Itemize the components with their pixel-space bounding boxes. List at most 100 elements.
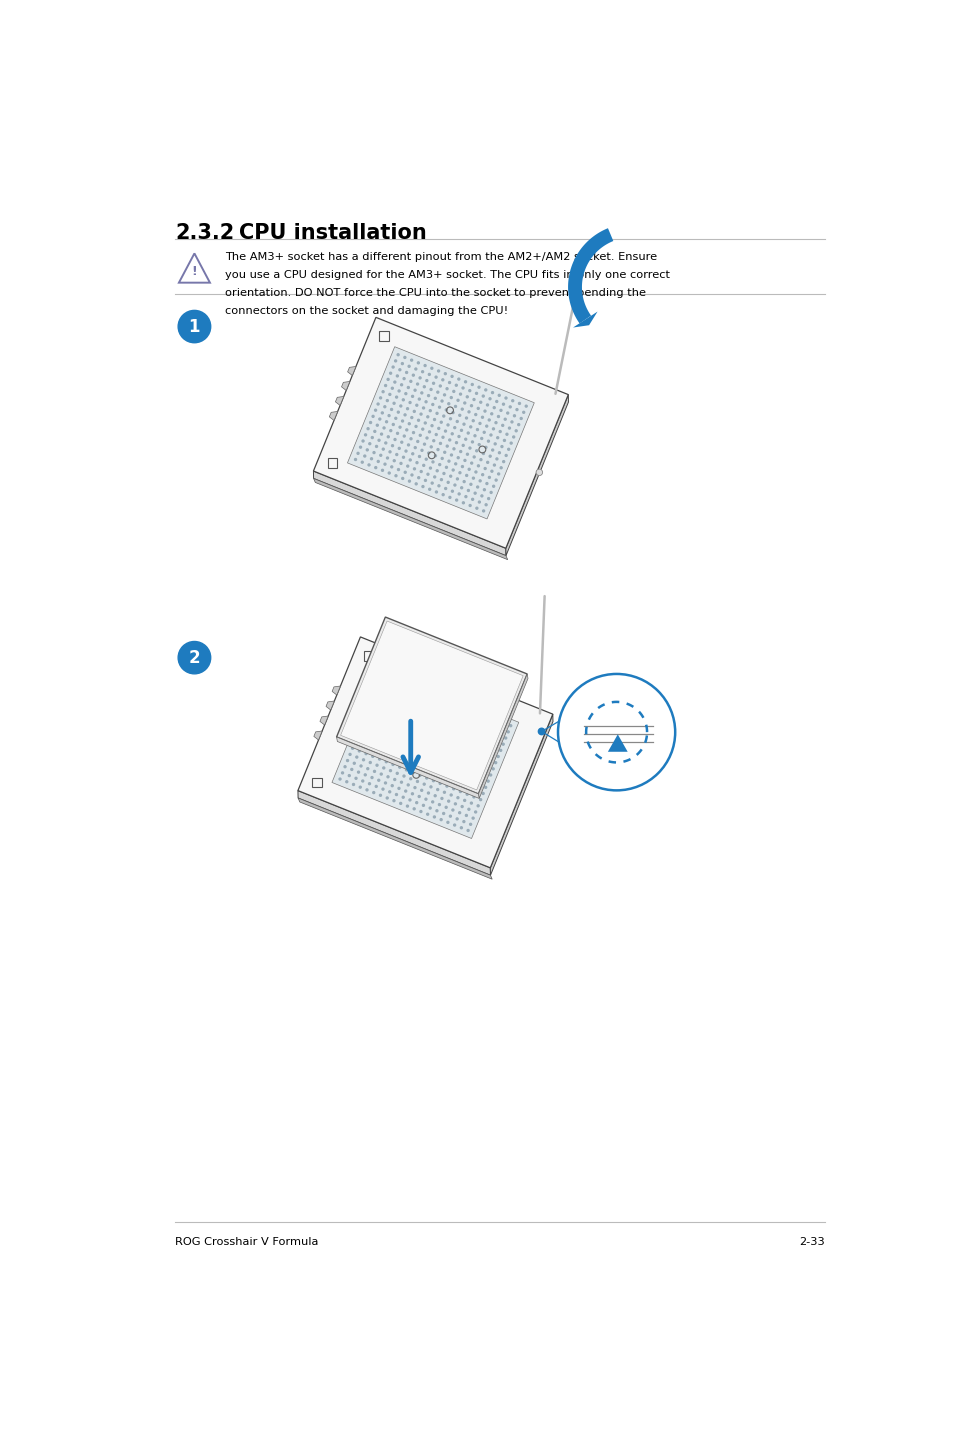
Circle shape bbox=[402, 456, 404, 459]
Circle shape bbox=[435, 434, 436, 436]
Circle shape bbox=[416, 462, 417, 463]
Circle shape bbox=[423, 705, 425, 706]
Circle shape bbox=[485, 426, 487, 427]
Circle shape bbox=[462, 706, 464, 707]
Circle shape bbox=[487, 498, 489, 499]
Circle shape bbox=[386, 797, 388, 800]
Circle shape bbox=[385, 703, 387, 705]
Circle shape bbox=[463, 480, 465, 483]
Circle shape bbox=[469, 505, 471, 506]
Circle shape bbox=[496, 457, 497, 460]
Circle shape bbox=[460, 827, 462, 828]
Circle shape bbox=[434, 397, 436, 400]
Circle shape bbox=[458, 812, 460, 814]
Circle shape bbox=[478, 480, 480, 482]
Circle shape bbox=[481, 416, 483, 418]
Circle shape bbox=[393, 684, 395, 687]
Circle shape bbox=[453, 788, 455, 789]
Circle shape bbox=[489, 716, 491, 719]
Circle shape bbox=[485, 503, 487, 506]
Circle shape bbox=[399, 463, 401, 464]
Circle shape bbox=[429, 749, 431, 752]
Circle shape bbox=[371, 719, 373, 720]
Circle shape bbox=[501, 424, 503, 426]
Circle shape bbox=[426, 416, 428, 418]
Circle shape bbox=[465, 736, 468, 738]
Circle shape bbox=[384, 463, 386, 464]
Circle shape bbox=[416, 404, 417, 406]
Circle shape bbox=[491, 449, 493, 452]
Circle shape bbox=[481, 473, 483, 476]
Circle shape bbox=[413, 808, 415, 810]
Circle shape bbox=[391, 728, 393, 729]
Circle shape bbox=[412, 772, 414, 774]
Circle shape bbox=[354, 741, 355, 743]
Circle shape bbox=[383, 746, 385, 748]
Circle shape bbox=[411, 735, 413, 738]
Circle shape bbox=[367, 746, 369, 748]
Circle shape bbox=[338, 778, 340, 779]
Circle shape bbox=[508, 427, 510, 429]
Circle shape bbox=[465, 756, 467, 759]
Circle shape bbox=[407, 784, 409, 787]
Circle shape bbox=[495, 762, 497, 764]
Circle shape bbox=[440, 741, 442, 742]
Circle shape bbox=[401, 477, 403, 479]
Circle shape bbox=[443, 394, 445, 395]
Circle shape bbox=[513, 414, 515, 417]
Circle shape bbox=[473, 398, 475, 401]
Circle shape bbox=[473, 718, 475, 719]
Circle shape bbox=[498, 430, 500, 433]
Circle shape bbox=[474, 434, 476, 437]
Circle shape bbox=[438, 804, 440, 805]
Circle shape bbox=[437, 768, 439, 769]
Circle shape bbox=[389, 394, 391, 395]
Circle shape bbox=[436, 710, 438, 712]
Circle shape bbox=[382, 709, 384, 712]
Polygon shape bbox=[326, 700, 334, 710]
Circle shape bbox=[426, 756, 428, 758]
Circle shape bbox=[407, 444, 409, 446]
Circle shape bbox=[420, 732, 422, 733]
Circle shape bbox=[395, 772, 397, 774]
Circle shape bbox=[418, 718, 420, 719]
Circle shape bbox=[468, 469, 470, 470]
Circle shape bbox=[472, 759, 474, 762]
Circle shape bbox=[471, 723, 473, 725]
Circle shape bbox=[467, 489, 469, 492]
Circle shape bbox=[519, 417, 521, 420]
Circle shape bbox=[427, 735, 429, 736]
Circle shape bbox=[416, 383, 418, 385]
Circle shape bbox=[371, 777, 373, 778]
Circle shape bbox=[410, 756, 412, 758]
Circle shape bbox=[435, 774, 436, 775]
Circle shape bbox=[380, 433, 382, 436]
Circle shape bbox=[497, 437, 498, 439]
Circle shape bbox=[395, 758, 396, 759]
Circle shape bbox=[408, 762, 410, 765]
Circle shape bbox=[463, 459, 465, 462]
Polygon shape bbox=[573, 312, 597, 328]
Circle shape bbox=[474, 754, 476, 755]
Circle shape bbox=[434, 738, 436, 739]
Circle shape bbox=[485, 483, 487, 485]
Circle shape bbox=[416, 801, 417, 804]
Circle shape bbox=[366, 710, 368, 712]
Circle shape bbox=[410, 360, 412, 361]
Circle shape bbox=[416, 759, 418, 761]
Circle shape bbox=[439, 703, 441, 706]
Circle shape bbox=[492, 429, 494, 430]
Polygon shape bbox=[314, 472, 505, 555]
Circle shape bbox=[417, 362, 419, 364]
Circle shape bbox=[385, 421, 387, 423]
Circle shape bbox=[394, 439, 395, 440]
Circle shape bbox=[455, 782, 456, 784]
Circle shape bbox=[359, 787, 361, 788]
Polygon shape bbox=[314, 318, 568, 548]
Circle shape bbox=[422, 407, 424, 408]
Circle shape bbox=[466, 794, 468, 795]
Circle shape bbox=[476, 748, 478, 749]
Circle shape bbox=[456, 797, 458, 798]
Circle shape bbox=[483, 431, 485, 433]
Circle shape bbox=[381, 411, 383, 414]
